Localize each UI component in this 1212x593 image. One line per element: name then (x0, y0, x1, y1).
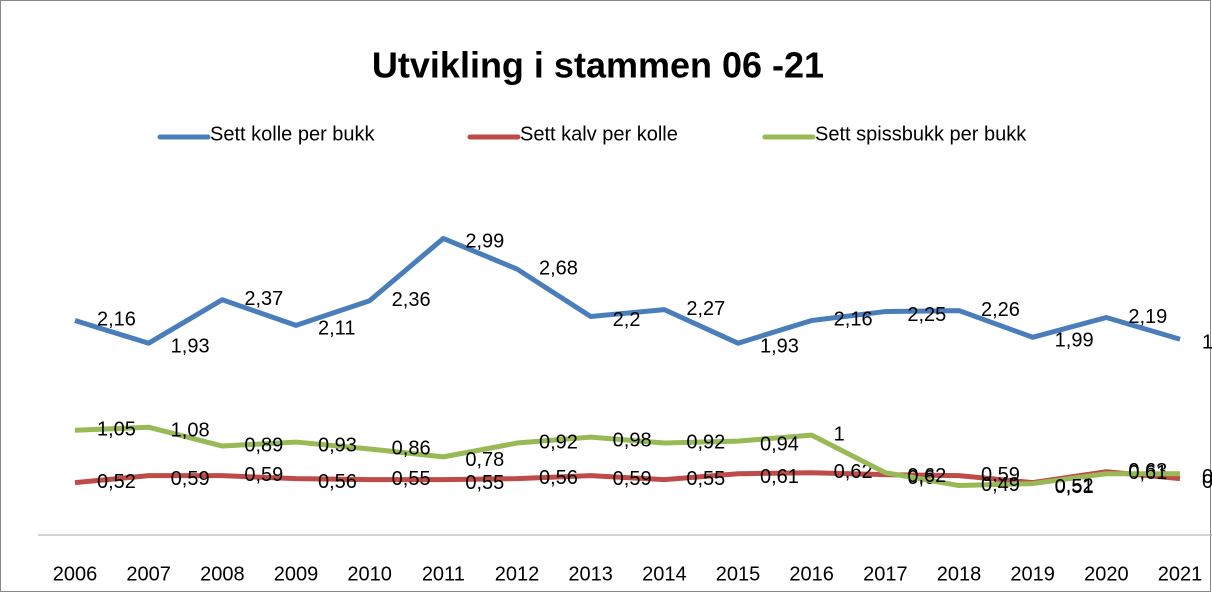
series-line (74, 235, 1181, 346)
data-label: 0,93 (318, 434, 357, 456)
data-label: 0,89 (244, 434, 283, 456)
x-tick-label: 2019 (1010, 563, 1055, 585)
series-line (74, 469, 1181, 486)
data-label: 1 (834, 423, 845, 445)
x-tick-label: 2014 (642, 563, 687, 585)
data-label: 0,59 (981, 464, 1020, 486)
x-tick-label: 2021 (1158, 563, 1203, 585)
data-label: 0,55 (686, 468, 725, 490)
data-label: 1,99 (1055, 330, 1094, 352)
data-label: 0,59 (244, 464, 283, 486)
data-label: 2,16 (834, 309, 873, 331)
data-label: 1,08 (171, 420, 210, 442)
data-label: 0,56 (1202, 471, 1212, 493)
data-label: 2,37 (244, 288, 283, 310)
data-label: 2,26 (981, 299, 1020, 321)
data-label: 0,55 (392, 468, 431, 490)
data-label: 1,93 (171, 335, 210, 357)
data-label: 2,68 (539, 257, 578, 279)
data-label: 2,25 (907, 304, 946, 326)
x-tick-label: 2009 (274, 563, 319, 585)
x-tick-label: 2013 (568, 563, 613, 585)
data-label: 0,61 (1128, 462, 1167, 484)
series-line (74, 424, 1180, 489)
x-tick-label: 2010 (347, 563, 392, 585)
data-label: 0,59 (171, 468, 210, 490)
data-label: 0,78 (465, 449, 504, 471)
x-tick-label: 2017 (863, 563, 908, 585)
data-label: 0,62 (834, 461, 873, 483)
data-label: 2,27 (686, 298, 725, 320)
data-label: 0,61 (760, 466, 799, 488)
data-label: 2,11 (318, 318, 355, 340)
data-label: 0,92 (539, 431, 578, 453)
data-label: 2,2 (613, 309, 641, 331)
data-label: 2,36 (392, 289, 431, 311)
data-label: 0,56 (318, 471, 357, 493)
data-label: 2,19 (1128, 306, 1167, 328)
data-label: 0,92 (686, 431, 725, 453)
x-tick-label: 2008 (200, 563, 245, 585)
data-label: 0,59 (613, 468, 652, 490)
x-tick-label: 2018 (937, 563, 982, 585)
legend-label: Sett spissbukk per bukk (815, 123, 1027, 145)
x-tick-label: 2016 (789, 563, 834, 585)
data-label: 0,56 (539, 467, 578, 489)
x-tick-label: 2011 (422, 563, 465, 585)
x-tick-label: 2020 (1084, 563, 1129, 585)
x-tick-label: 2007 (126, 563, 171, 585)
data-label: 0,94 (760, 433, 799, 455)
data-label: 1,93 (760, 335, 799, 357)
data-label: 0,98 (613, 429, 652, 451)
chart-title: Utvikling i stammen 06 -21 (372, 45, 824, 86)
data-label: 1,05 (97, 418, 136, 440)
legend-label: Sett kalv per kolle (520, 123, 678, 145)
data-label: 0,52 (97, 471, 136, 493)
data-label: 0,61 (1202, 466, 1212, 488)
data-label: 0,63 (1128, 460, 1167, 482)
x-tick-label: 2006 (53, 563, 98, 585)
data-label: 2,99 (465, 231, 504, 253)
data-label: 0,55 (465, 472, 504, 494)
data-label: 0,86 (392, 437, 431, 459)
data-label: 1,97 (1202, 332, 1212, 354)
x-tick-label: 2015 (716, 563, 761, 585)
x-tick-label: 2012 (495, 563, 540, 585)
data-label: 0,62 (907, 465, 946, 487)
data-label: 0,49 (981, 474, 1020, 496)
data-label: 0,51 (1055, 476, 1094, 498)
data-label: 2,16 (97, 309, 136, 331)
legend-label: Sett kolle per bukk (210, 123, 376, 145)
